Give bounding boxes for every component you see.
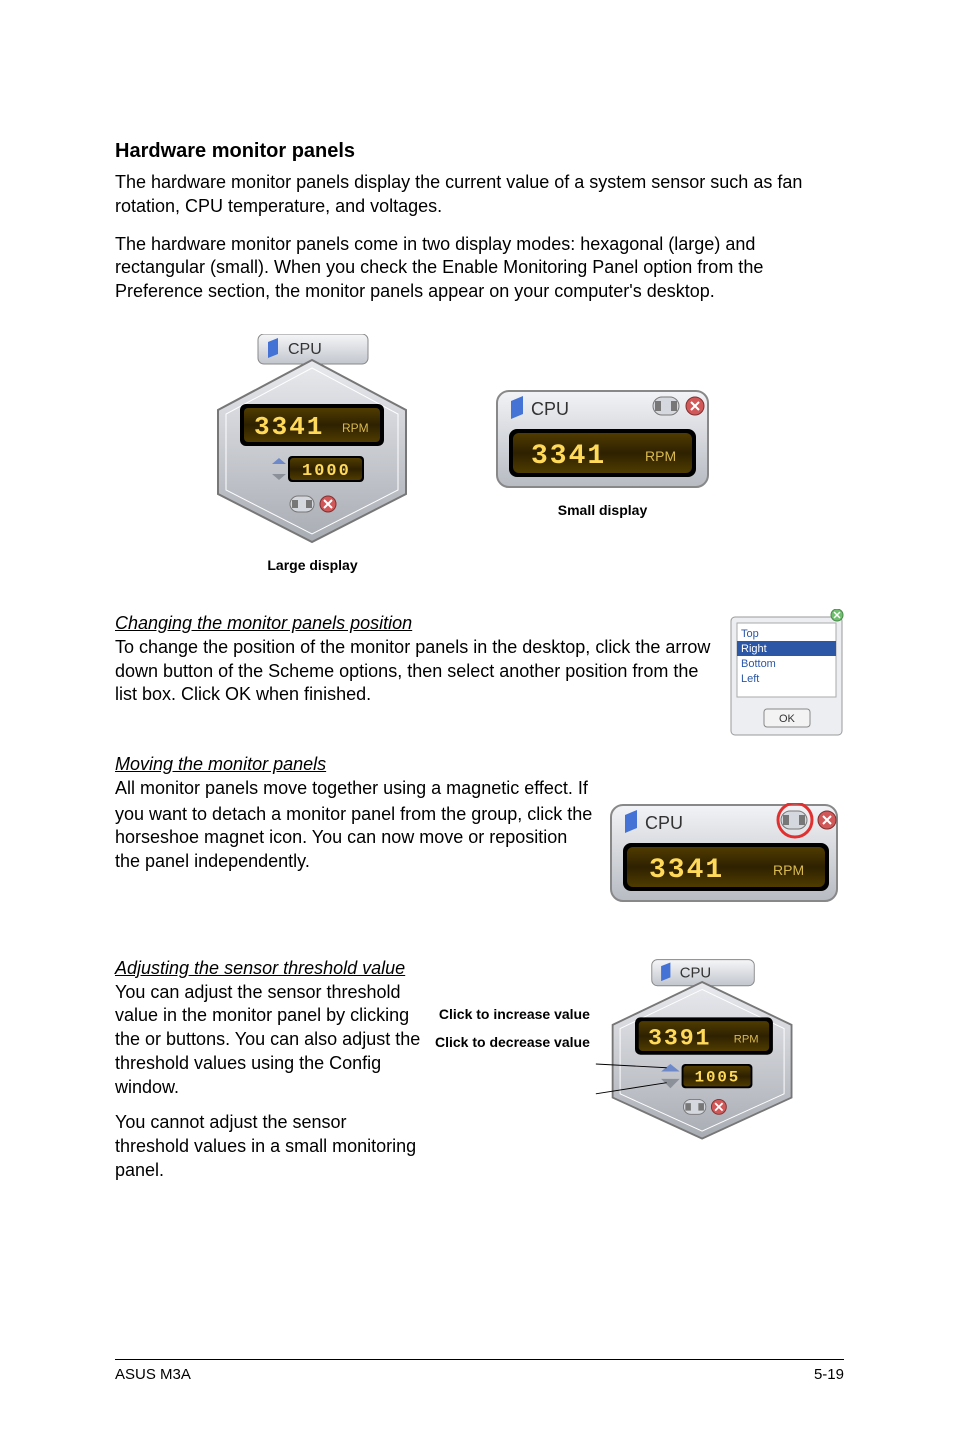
small-display-block: CPU 3341 RPM Small display (495, 389, 710, 518)
lcd-main-unit: RPM (342, 421, 369, 435)
lcd-thresh-value: 1000 (302, 462, 351, 481)
cpu-label: CPU (288, 341, 322, 358)
magnet-icon[interactable] (683, 1099, 705, 1114)
footer-right: 5-19 (814, 1366, 844, 1383)
click-decrease-label: Click to decrease value (435, 1034, 590, 1051)
adjust-body2: You cannot adjust the sensor threshold v… (115, 1111, 425, 1182)
position-dropdown-panel: Top Right Bottom Left OK (729, 609, 844, 737)
pos-item[interactable]: Right (741, 643, 767, 655)
footer-left: ASUS M3A (115, 1366, 191, 1383)
cpu-label-small2: CPU (645, 813, 683, 833)
lcd-main-value: 3341 (254, 412, 324, 442)
page-footer: ASUS M3A 5-19 (115, 1359, 844, 1383)
magnet-icon[interactable] (653, 397, 679, 415)
small-rect-panel-magnet: CPU 3341 RPM (609, 803, 844, 903)
lcd-adj-thresh: 1005 (695, 1068, 740, 1086)
small-display-caption: Small display (495, 502, 710, 518)
magnet-icon[interactable] (781, 811, 807, 829)
lcd-unit: RPM (773, 862, 804, 878)
small-rect-panel: CPU 3341 RPM (495, 389, 710, 489)
click-increase-label: Click to increase value (439, 1006, 590, 1023)
cpu-label-small: CPU (531, 399, 569, 419)
changing-position-section: Top Right Bottom Left OK Changing the mo… (115, 613, 844, 742)
large-hex-panel-adjust: CPU 3391 RPM 1005 (594, 958, 799, 1143)
adjust-threshold-section: Adjusting the sensor threshold value You… (115, 958, 844, 1197)
large-hex-panel: CPU 3341 RPM 1000 (210, 334, 415, 544)
lcd-value: 3341 (649, 855, 724, 886)
moving-body2: you want to detach a monitor panel from … (115, 803, 593, 874)
intro-paragraph-2: The hardware monitor panels come in two … (115, 233, 844, 304)
display-examples-row: CPU 3341 RPM 1000 (115, 334, 844, 573)
moving-line1: All monitor panels move together using a… (115, 777, 844, 801)
large-display-block: CPU 3341 RPM 1000 (210, 334, 415, 573)
svg-text:OK: OK (779, 713, 796, 725)
adjust-body1: You can adjust the sensor threshold valu… (115, 981, 425, 1100)
lcd-adj-unit: RPM (734, 1033, 759, 1045)
lcd-small-value: 3341 (531, 441, 606, 472)
magnet-icon[interactable] (290, 496, 314, 512)
intro-paragraph-1: The hardware monitor panels display the … (115, 171, 844, 219)
lcd-small-unit: RPM (645, 448, 676, 464)
section-title: Hardware monitor panels (115, 140, 844, 163)
moving-heading: Moving the monitor panels (115, 754, 844, 775)
cpu-label-adj: CPU (680, 965, 711, 981)
lcd-adj-value: 3391 (648, 1025, 711, 1051)
adjust-heading: Adjusting the sensor threshold value (115, 958, 425, 979)
pos-item[interactable]: Bottom (741, 658, 776, 670)
pos-item[interactable]: Left (741, 673, 759, 685)
moving-panels-section: Moving the monitor panels All monitor pa… (115, 754, 844, 908)
pos-item[interactable]: Top (741, 628, 759, 640)
large-display-caption: Large display (210, 557, 415, 573)
